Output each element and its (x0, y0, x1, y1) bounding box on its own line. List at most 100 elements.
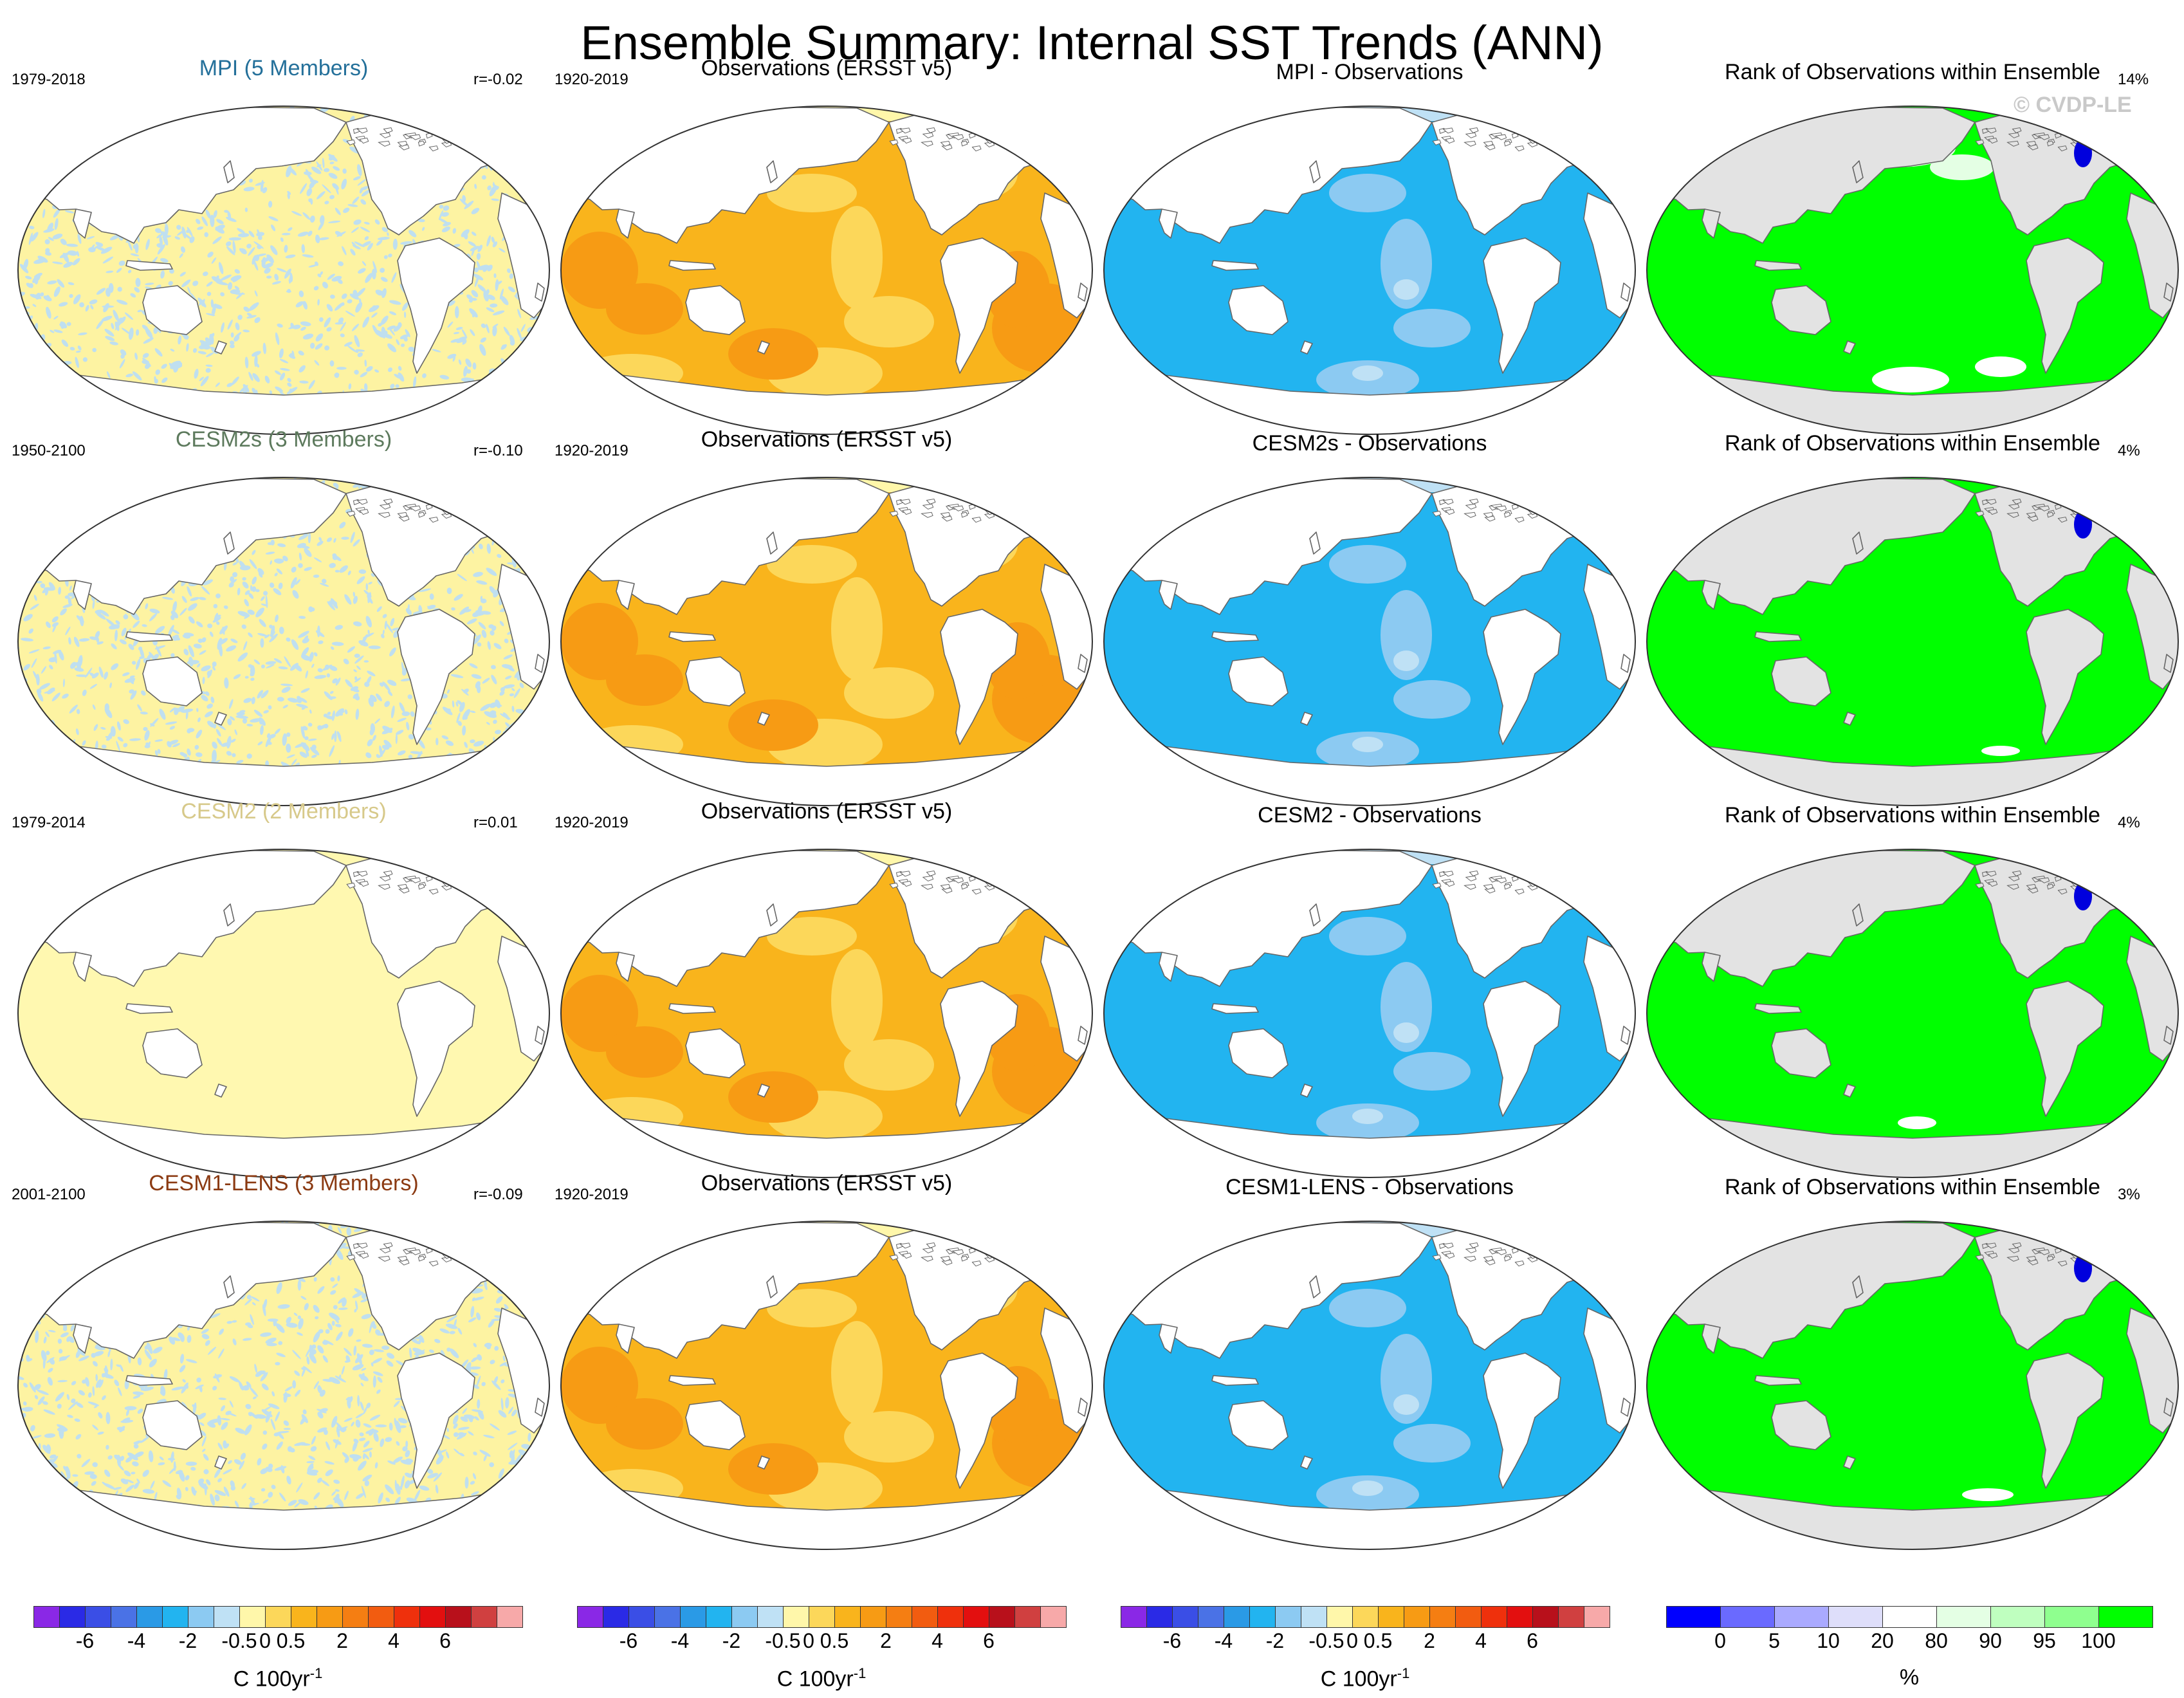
noise-blob (163, 789, 169, 795)
land-arctic-island (346, 882, 356, 889)
noise-blob (187, 728, 195, 733)
noise-blob (513, 489, 524, 496)
noise-blob (408, 734, 414, 740)
noise-blob (470, 118, 478, 125)
noise-blob (30, 706, 36, 713)
noise-blob (123, 743, 128, 748)
noise-blob (324, 201, 329, 205)
land-arctic-island (1975, 510, 1985, 517)
noise-blob (537, 1212, 540, 1218)
noise-blob (486, 722, 490, 725)
noise-blob (253, 260, 259, 271)
noise-blob (18, 136, 19, 143)
noise-blob (174, 707, 179, 715)
land-arctic-island (1566, 506, 1574, 513)
noise-blob (39, 106, 44, 111)
noise-blob (248, 632, 253, 638)
noise-blob (159, 708, 166, 720)
noise-blob (486, 307, 495, 313)
noise-blob (22, 383, 30, 393)
noise-blob (291, 639, 299, 651)
noise-blob (252, 586, 257, 592)
noise-blob (492, 326, 497, 337)
noise-blob (329, 360, 335, 367)
rank-20-80-region (1872, 367, 1949, 392)
noise-blob (39, 125, 49, 128)
land-arctic-island (1432, 882, 1442, 889)
noise-blob (256, 363, 260, 368)
noise-blob (501, 748, 512, 756)
noise-blob (82, 357, 88, 362)
noise-blob (288, 325, 298, 329)
weak-negative-region (1381, 962, 1432, 1052)
difference-map (1103, 849, 1636, 1178)
noise-blob (19, 512, 32, 515)
land-indonesia (125, 631, 173, 642)
noise-blob (280, 373, 286, 381)
noise-blob (435, 471, 445, 477)
noise-blob (441, 1544, 452, 1549)
noise-blob (57, 1338, 62, 1344)
noise-blob (205, 337, 212, 346)
noise-blob (123, 719, 129, 724)
weak-warming-region (831, 206, 883, 309)
weak-negative-region (1393, 309, 1471, 347)
noise-blob (442, 1548, 448, 1549)
land-arctic-island (960, 883, 968, 890)
noise-blob (330, 468, 340, 474)
land-arctic-island (999, 510, 1009, 517)
land-arctic-island (2037, 877, 2050, 883)
noise-blob (226, 217, 237, 222)
noise-blob (323, 714, 328, 717)
noise-blob (400, 241, 413, 245)
noise-blob (533, 698, 540, 712)
noise-blob (276, 1282, 282, 1295)
noise-blob (60, 239, 67, 245)
noise-blob (298, 534, 309, 540)
model-period-label: 1979-2018 (12, 71, 86, 88)
noise-blob (170, 360, 181, 367)
land-india (1702, 952, 1721, 982)
difference-panel-title: CESM2 - Observations (1258, 803, 1482, 827)
noise-blob (162, 596, 174, 600)
noise-blob (172, 743, 180, 748)
land-new-zealand (757, 712, 770, 726)
noise-blob (345, 679, 353, 688)
noise-blob (226, 645, 237, 652)
land-arctic-island (926, 498, 936, 505)
noise-blob (520, 1279, 533, 1285)
noise-blob (480, 703, 491, 711)
noise-blob (358, 268, 366, 274)
noise-blob (437, 1235, 445, 1240)
noise-blob (542, 165, 549, 171)
noise-blob (502, 791, 509, 796)
noise-blob (64, 1252, 68, 1257)
noise-blob (77, 755, 82, 759)
noise-blob (179, 752, 186, 757)
land-arctic-island (484, 143, 491, 149)
noise-blob (27, 141, 35, 146)
noise-blob (402, 1446, 408, 1452)
noise-blob (195, 752, 203, 757)
noise-blob (505, 676, 512, 679)
noise-blob (490, 140, 497, 151)
noise-blob (226, 382, 233, 387)
noise-blob (211, 303, 216, 314)
noise-blob (85, 134, 88, 141)
noise-blob (50, 160, 57, 167)
land-india (616, 208, 635, 239)
land-arctic-island (456, 882, 466, 889)
noise-blob (363, 1542, 371, 1548)
noise-blob (369, 1349, 374, 1356)
noise-blob (479, 490, 488, 497)
land-australia (685, 1028, 746, 1078)
noise-blob (131, 661, 136, 665)
noise-blob (277, 543, 286, 548)
noise-blob (232, 572, 238, 578)
noise-blob (204, 106, 209, 109)
noise-blob (12, 468, 19, 475)
noise-blob (196, 468, 206, 479)
noise-blob (452, 97, 456, 101)
noise-blob (304, 548, 312, 557)
noise-blob (106, 468, 116, 475)
